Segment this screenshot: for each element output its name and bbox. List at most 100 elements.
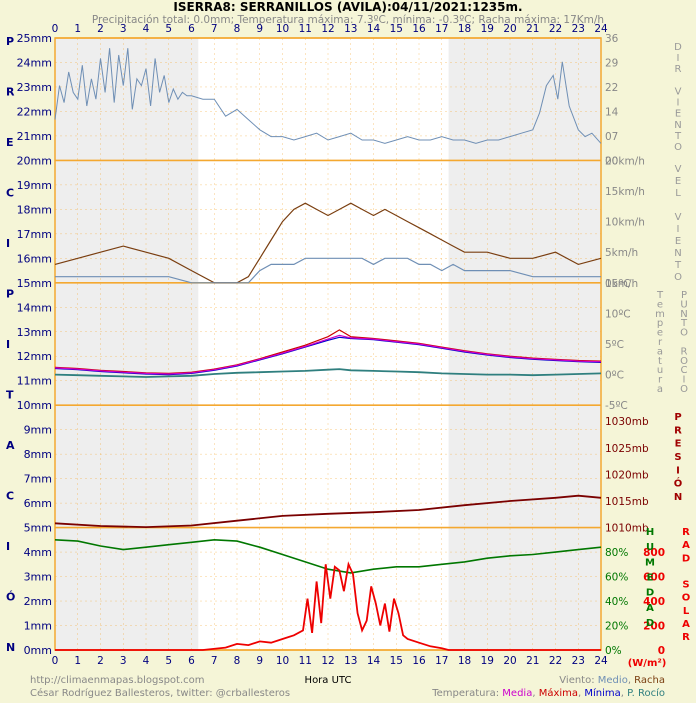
humidity-tick-label: 20% — [605, 621, 628, 633]
temperatura-label: r — [658, 375, 663, 386]
dir-viento-label: E — [675, 109, 681, 120]
rad-solar-label: A — [682, 619, 690, 630]
axes-group: 0011223344556677889910101111121213131414… — [6, 23, 665, 667]
x-tick-label-top: 10 — [276, 23, 289, 35]
humedad-label: D — [646, 618, 654, 629]
x-tick-label: 17 — [435, 655, 448, 667]
presion-label: N — [674, 492, 682, 503]
temperatura-label: r — [658, 337, 663, 348]
temperatura-label: T — [656, 290, 664, 301]
precip-tick-label: 7mm — [24, 473, 52, 486]
x-tick-label-top: 15 — [390, 23, 403, 35]
x-tick-label: 1 — [74, 655, 81, 667]
precip-tick-label: 12mm — [17, 350, 52, 363]
temp-legend-media: Media — [502, 688, 532, 699]
temperatura-label: a — [657, 346, 663, 357]
wind-legend-sep: , — [628, 675, 634, 686]
temp-legend-minima: Mínima — [584, 687, 620, 699]
x-tick-label-top: 14 — [367, 23, 381, 35]
precip-tick-label: 3mm — [24, 571, 52, 584]
rad-solar-label: R — [682, 527, 690, 538]
x-tick-label-top: 1 — [74, 23, 81, 35]
x-tick-label-top: 19 — [481, 23, 494, 35]
wind-dir-tick-label: 00 — [605, 155, 618, 167]
x-tick-label: 19 — [481, 655, 494, 667]
rad-units-label: (W/m²) — [628, 658, 667, 669]
x-tick-label: 9 — [256, 655, 263, 667]
wind-racha-line — [54, 202, 602, 284]
temperatura-label: a — [657, 384, 663, 395]
vel-viento-label: T — [674, 260, 682, 271]
temperatura-label: t — [658, 356, 662, 367]
vel-viento-label: I — [677, 224, 680, 235]
temp-legend-sep2: , — [578, 688, 584, 699]
x-tick-label-top: 20 — [503, 23, 516, 35]
temperatura-label: p — [657, 318, 663, 329]
rad-solar-label: D — [682, 553, 690, 564]
punto-rocio-label: R — [681, 346, 688, 357]
x-tick-label-top: 23 — [572, 23, 585, 35]
presion-label: Ó — [674, 477, 683, 490]
wind-legend: Viento: Medio, Racha — [559, 675, 665, 686]
dir-viento-label: R — [675, 64, 682, 75]
precip-tick-label: 6mm — [24, 497, 52, 510]
x-tick-label: 10 — [276, 655, 289, 667]
punto-rocio-label: T — [680, 318, 688, 329]
precip-axis-letter: I — [6, 237, 10, 250]
presion-label: S — [674, 452, 681, 463]
x-tick-label: 22 — [549, 655, 562, 667]
x-tick-label: 18 — [458, 655, 471, 667]
temp-tick-label: 15ºC — [605, 278, 631, 290]
x-axis-label: Hora UTC — [305, 675, 352, 686]
temperatura-label: e — [657, 299, 663, 310]
x-tick-label: 21 — [526, 655, 539, 667]
x-tick-label-top: 17 — [435, 23, 448, 35]
precip-axis-letter: Ó — [6, 591, 15, 604]
vel-viento-label: V — [675, 164, 682, 175]
series-group — [54, 48, 602, 651]
precip-tick-label: 14mm — [17, 301, 52, 314]
temp-legend-sep3: , — [621, 688, 627, 699]
x-tick-label: 16 — [412, 655, 426, 667]
precip-tick-label: 11mm — [17, 375, 52, 388]
x-tick-label-top: 24 — [594, 23, 608, 35]
temperatura-label: e — [657, 328, 663, 339]
pressure-tick-label: 1010mb — [605, 523, 649, 535]
dir-viento-label: I — [677, 98, 680, 109]
x-tick-label: 23 — [572, 655, 585, 667]
precip-tick-label: 17mm — [17, 228, 52, 241]
pressure-tick-label: 1025mb — [605, 443, 649, 455]
x-tick-label: 11 — [299, 655, 312, 667]
presion-label: I — [676, 465, 680, 476]
precip-tick-label: 23mm — [17, 81, 52, 94]
dir-viento-label: O — [674, 142, 682, 153]
precip-tick-label: 16mm — [17, 252, 52, 265]
temperatura-label: u — [657, 365, 663, 376]
punto-rocio-label: U — [680, 299, 687, 310]
precip-tick-label: 21mm — [17, 130, 52, 143]
x-tick-label-top: 13 — [344, 23, 357, 35]
x-tick-label: 20 — [503, 655, 516, 667]
temp-legend-rocio: P. Rocío — [627, 687, 665, 699]
dir-viento-label: T — [674, 131, 682, 142]
wind-dir-tick-label: 29 — [605, 57, 618, 69]
precip-tick-label: 20mm — [17, 154, 52, 167]
x-tick-label-top: 9 — [256, 23, 263, 35]
humidity-tick-label: 0% — [605, 645, 622, 657]
wind-speed-tick-label: 5km/h — [605, 247, 638, 259]
x-tick-label-top: 18 — [458, 23, 471, 35]
temp-legend: Temperatura: Media, Máxima, Mínima, P. R… — [431, 687, 665, 699]
humidity-tick-label: 80% — [605, 547, 628, 559]
x-tick-label-top: 12 — [321, 23, 334, 35]
precip-tick-label: 4mm — [24, 546, 52, 559]
temp-tick-label: 0ºC — [605, 370, 624, 382]
radiation-tick-label: 800 — [643, 547, 665, 559]
temp-mean-line — [54, 334, 602, 375]
humedad-label: E — [647, 573, 654, 584]
rad-solar-label: L — [683, 606, 690, 617]
vel-viento-label: N — [674, 248, 681, 259]
precip-tick-label: 13mm — [17, 326, 52, 339]
radiation-line — [55, 561, 601, 651]
precip-axis-letter: E — [6, 136, 14, 149]
